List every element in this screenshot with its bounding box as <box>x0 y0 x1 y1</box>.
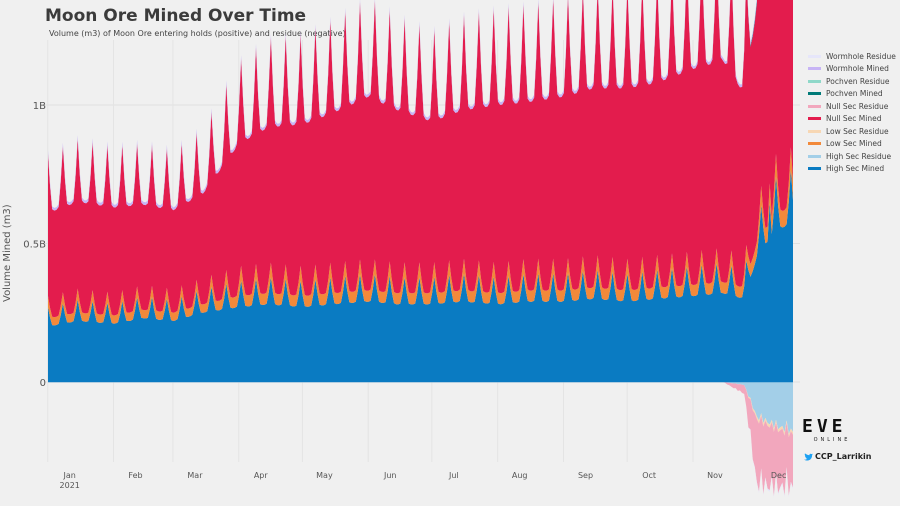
legend-swatch <box>808 54 821 58</box>
x-tick-label: Dec <box>771 471 786 480</box>
x-tick-label: Jul <box>448 471 459 480</box>
x-year-label: 2021 <box>60 481 80 490</box>
logo-wordmark: EVE <box>802 416 847 437</box>
x-tick-label: Aug <box>512 471 528 480</box>
y-tick-label: 1B <box>33 101 46 112</box>
legend-item[interactable]: High Sec Mined <box>808 163 896 176</box>
twitter-bird-icon <box>804 452 813 461</box>
legend-label: High Sec Residue <box>826 151 892 161</box>
legend-item[interactable]: Pochven Residue <box>808 75 896 88</box>
legend-swatch <box>808 79 821 83</box>
chart-subtitle: Volume (m3) of Moon Ore entering holds (… <box>49 29 346 38</box>
twitter-handle[interactable]: CCP_Larrikin <box>804 452 872 461</box>
legend-label: Null Sec Residue <box>826 101 889 111</box>
x-tick-labels: Jan Feb Mar Apr May Jun Jul Aug Sep Oct Nov Dec 2021 <box>60 471 787 490</box>
area-wormhole-residue <box>48 382 793 498</box>
legend: Wormhole Residue Wormhole Mined Pochven Re… <box>808 50 896 175</box>
legend-label: Low Sec Residue <box>826 126 889 136</box>
area-pochven-residue <box>48 382 793 497</box>
legend-swatch <box>808 167 821 171</box>
x-tick-label: Nov <box>707 471 723 480</box>
legend-swatch <box>808 154 821 158</box>
legend-item[interactable]: Low Sec Mined <box>808 138 896 151</box>
x-tick-label: Jan <box>63 471 76 480</box>
legend-item[interactable]: Low Sec Residue <box>808 125 896 138</box>
legend-item[interactable]: Null Sec Residue <box>808 100 896 113</box>
area-lowsec-residue <box>48 382 793 438</box>
x-tick-label: Sep <box>578 471 593 480</box>
legend-swatch <box>808 142 821 146</box>
y-tick-label: 0 <box>40 378 46 389</box>
legend-label: Wormhole Residue <box>826 51 896 61</box>
legend-label: High Sec Mined <box>826 164 885 174</box>
legend-item[interactable]: Wormhole Residue <box>808 50 896 63</box>
area-nullsec-mined <box>48 0 793 318</box>
legend-swatch <box>808 92 821 96</box>
legend-item[interactable]: Pochven Mined <box>808 88 896 101</box>
legend-swatch <box>808 104 821 108</box>
area-series <box>48 0 793 498</box>
legend-label: Null Sec Mined <box>826 114 882 124</box>
legend-swatch <box>808 129 821 133</box>
legend-item[interactable]: Null Sec Mined <box>808 113 896 126</box>
legend-label: Pochven Mined <box>826 89 883 99</box>
x-tick-label: Apr <box>254 471 269 480</box>
legend-swatch <box>808 117 821 121</box>
x-tick-label: Jun <box>383 471 397 480</box>
x-tick-label: Oct <box>642 471 656 480</box>
legend-label: Wormhole Mined <box>826 64 889 74</box>
chart-title: Moon Ore Mined Over Time <box>45 6 307 26</box>
legend-item[interactable]: High Sec Residue <box>808 150 896 163</box>
logo-subtext: ONLINE <box>813 437 851 443</box>
legend-label: Low Sec Mined <box>826 139 882 149</box>
x-tick-label: Feb <box>128 471 142 480</box>
legend-swatch <box>808 67 821 71</box>
area-highsec-mined <box>48 169 793 382</box>
x-tick-label: May <box>316 471 333 480</box>
legend-label: Pochven Residue <box>826 76 890 86</box>
y-tick-labels: −0.5B00.5B1B1.5B2B <box>23 101 46 389</box>
twitter-handle-text: CCP_Larrikin <box>815 452 872 461</box>
legend-item[interactable]: Wormhole Mined <box>808 63 896 76</box>
eve-logo: EVE ONLINE <box>802 416 862 444</box>
x-tick-label: Mar <box>187 471 203 480</box>
y-tick-label: 0.5B <box>23 240 46 251</box>
area-nullsec-residue <box>48 382 793 497</box>
area-highsec-residue <box>48 382 793 435</box>
